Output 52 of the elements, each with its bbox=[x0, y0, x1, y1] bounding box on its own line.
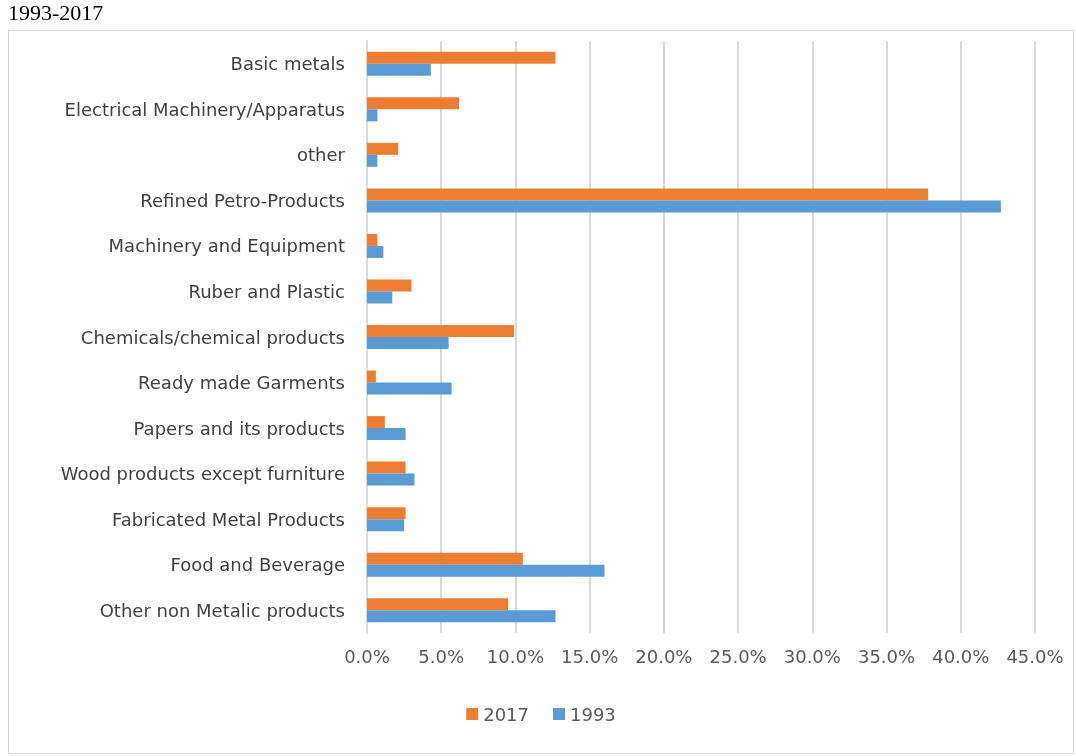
bar bbox=[367, 337, 449, 349]
y-tick-label: Electrical Machinery/Apparatus bbox=[64, 98, 345, 120]
bar bbox=[367, 370, 376, 383]
bar bbox=[367, 428, 406, 441]
y-tick-label: Fabricated Metal Products bbox=[112, 508, 345, 530]
bar bbox=[367, 97, 460, 110]
x-tick-label: 15.0% bbox=[561, 645, 619, 667]
bar bbox=[367, 63, 431, 76]
bar bbox=[367, 154, 378, 167]
bar bbox=[367, 245, 384, 258]
bar bbox=[367, 519, 405, 532]
y-tick-label: Ruber and Plastic bbox=[188, 280, 345, 302]
x-tick-label: 20.0% bbox=[635, 645, 693, 667]
bar bbox=[367, 382, 452, 395]
x-tick-label: 45.0% bbox=[1006, 645, 1064, 667]
bar bbox=[367, 461, 406, 474]
y-tick-label: Chemicals/chemical products bbox=[80, 326, 345, 348]
bar bbox=[367, 291, 393, 304]
y-tick-label: Basic metals bbox=[230, 53, 345, 75]
y-tick-label: Ready made Garments bbox=[138, 372, 345, 394]
x-tick-label: 40.0% bbox=[932, 645, 990, 667]
x-tick-label: 0.0% bbox=[344, 645, 390, 667]
bar bbox=[367, 279, 412, 292]
bar bbox=[367, 610, 556, 623]
bar bbox=[367, 200, 1001, 213]
bar bbox=[367, 416, 385, 429]
y-tick-label: other bbox=[297, 144, 346, 166]
x-tick-label: 35.0% bbox=[857, 645, 916, 667]
bar bbox=[367, 473, 415, 486]
bar bbox=[367, 51, 556, 64]
x-tick-label: 25.0% bbox=[709, 645, 767, 667]
bar bbox=[367, 233, 378, 246]
bar bbox=[367, 325, 514, 337]
x-tick-label: 30.0% bbox=[783, 645, 841, 667]
bar bbox=[367, 109, 378, 122]
y-tick-label: Food and Beverage bbox=[170, 554, 345, 576]
y-tick-label: Machinery and Equipment bbox=[108, 235, 345, 257]
text: 1993-2017 bbox=[8, 0, 104, 26]
bar bbox=[367, 188, 929, 201]
bar bbox=[367, 598, 509, 611]
y-tick-label: Other non Metalic products bbox=[99, 599, 345, 621]
legend-label: 2017 bbox=[483, 703, 529, 725]
legend-label: 1993 bbox=[570, 703, 616, 725]
bar bbox=[367, 552, 523, 565]
y-tick-label: Wood products except furniture bbox=[60, 463, 345, 485]
y-tick-label: Papers and its products bbox=[133, 417, 345, 439]
bar bbox=[367, 142, 399, 155]
x-tick-label: 10.0% bbox=[486, 645, 545, 667]
x-tick-label: 5.0% bbox=[418, 645, 465, 667]
bar bbox=[367, 564, 605, 577]
bar bbox=[367, 507, 406, 520]
y-tick-label: Refined Petro-Products bbox=[140, 189, 345, 211]
